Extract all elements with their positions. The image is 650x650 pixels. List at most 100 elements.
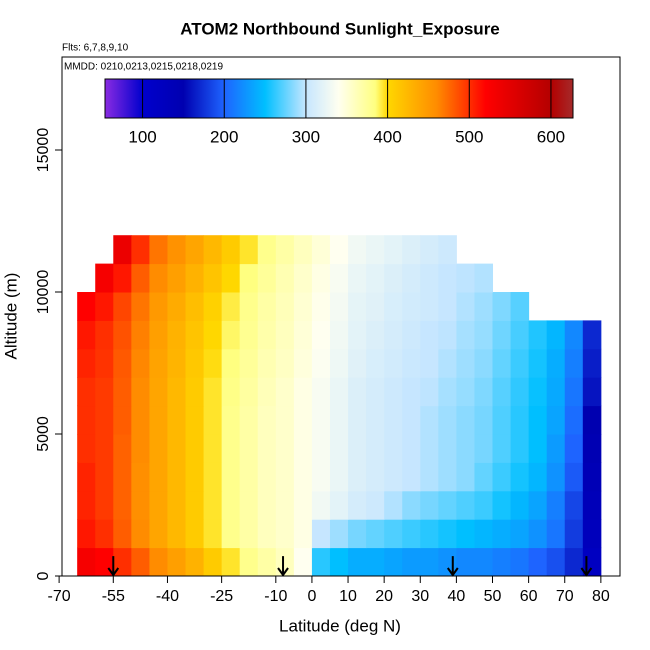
arrow <box>277 556 289 577</box>
heat-cell <box>329 377 349 407</box>
heat-cell <box>275 377 295 407</box>
heat-cell <box>311 490 331 520</box>
heat-cell <box>203 547 223 577</box>
heat-cell <box>420 377 439 407</box>
colorbar-tick-label: 500 <box>455 127 483 146</box>
heat-cell <box>582 348 602 378</box>
heat-cell <box>185 263 205 293</box>
heat-cell <box>438 292 457 321</box>
heat-cell <box>510 434 530 463</box>
heat-cell <box>293 263 313 293</box>
annotation: MMDD: 0210,0213,0215,0218,0219 <box>64 62 223 73</box>
heat-cell <box>420 235 439 265</box>
heat-cell <box>275 405 295 435</box>
heat-cell <box>167 519 187 549</box>
heat-cell <box>510 292 530 321</box>
heat-cell <box>203 434 223 463</box>
heat-cell <box>239 377 259 407</box>
heat-cell <box>203 263 223 293</box>
heat-cell <box>275 462 295 492</box>
heat-cell <box>582 490 602 520</box>
heat-cell <box>221 348 241 378</box>
heat-cell <box>257 348 277 378</box>
x-tick-label: 80 <box>592 588 610 605</box>
heat-cell <box>113 320 132 350</box>
colorbar-tick-label: 600 <box>537 127 565 146</box>
x-tick-label: 40 <box>447 588 465 605</box>
heat-cell <box>456 292 475 321</box>
heat-cell <box>113 490 132 520</box>
heat-cell <box>131 348 150 378</box>
heat-cell <box>221 490 241 520</box>
heat-cell <box>329 235 349 265</box>
heat-cell <box>113 434 132 463</box>
heat-cell <box>167 490 187 520</box>
heat-cell <box>293 405 313 435</box>
heat-cell <box>402 320 421 350</box>
heat-cell <box>293 434 313 463</box>
heat-cell <box>167 547 187 577</box>
heat-cell <box>293 462 313 492</box>
heat-cell <box>564 547 584 577</box>
heat-cell <box>474 519 494 549</box>
heat-cell <box>366 434 385 463</box>
heat-cell <box>528 320 548 350</box>
heat-cell <box>329 490 349 520</box>
heat-cell <box>149 292 168 321</box>
arrow <box>107 556 120 577</box>
heat-cell <box>456 519 475 549</box>
heat-cell <box>311 235 331 265</box>
heat-cell <box>95 490 114 520</box>
heat-cell <box>348 235 367 265</box>
heat-cell <box>528 462 548 492</box>
heat-cell <box>257 547 277 577</box>
heat-cell <box>185 377 205 407</box>
heat-cell <box>564 377 584 407</box>
heat-cell <box>149 235 168 265</box>
heat-cell <box>528 434 548 463</box>
plot-frame <box>61 56 621 577</box>
heat-cell <box>311 462 331 492</box>
heat-cell <box>203 519 223 549</box>
heat-cell <box>149 348 168 378</box>
heat-cell <box>113 292 132 321</box>
heat-cell <box>366 519 385 549</box>
heat-cell <box>221 405 241 435</box>
heat-cell <box>366 405 385 435</box>
heat-cell <box>239 235 259 265</box>
heat-cell <box>329 462 349 492</box>
heat-cell <box>510 348 530 378</box>
heat-cell <box>131 292 150 321</box>
x-tick-label: 30 <box>411 588 429 605</box>
heat-cell <box>366 263 385 293</box>
heat-cell <box>185 348 205 378</box>
heat-cell <box>438 519 457 549</box>
heat-cell <box>167 235 187 265</box>
heat-cell <box>113 263 132 293</box>
heat-cell <box>456 377 475 407</box>
heat-cell <box>293 519 313 549</box>
heat-cell <box>311 263 331 293</box>
heat-cell <box>384 547 403 577</box>
heat-cell <box>564 462 584 492</box>
heat-cell <box>546 405 566 435</box>
x-tick-label: -70 <box>48 588 71 605</box>
heat-cell <box>492 292 512 321</box>
heat-cell <box>528 547 548 577</box>
heat-cell <box>420 547 439 577</box>
heat-cell <box>384 490 403 520</box>
heat-cell <box>167 405 187 435</box>
heat-cell <box>239 462 259 492</box>
heat-cell <box>474 377 494 407</box>
heat-cell <box>275 519 295 549</box>
heat-cell <box>402 547 421 577</box>
heat-cell <box>275 490 295 520</box>
heat-cell <box>221 320 241 350</box>
heat-cell <box>420 263 439 293</box>
heat-cell <box>203 292 223 321</box>
heat-cell <box>348 405 367 435</box>
heat-cell <box>438 235 457 265</box>
heat-cell <box>510 405 530 435</box>
heat-cell <box>402 519 421 549</box>
heat-cell <box>185 292 205 321</box>
